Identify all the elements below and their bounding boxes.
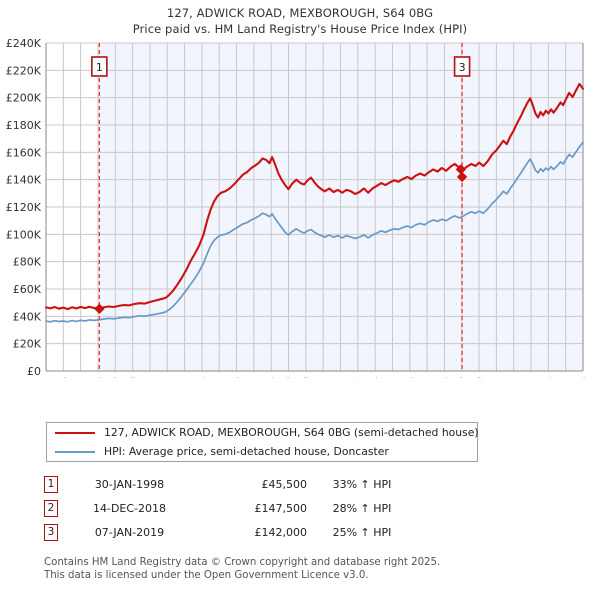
x-axis-tick-label: 2007: [248, 377, 261, 378]
event-marker-box[interactable]: [91, 56, 108, 77]
y-axis-tick-label: £220K: [6, 64, 42, 77]
price-paid-line: [44, 82, 585, 311]
event-marker-label: 1: [96, 61, 103, 74]
sale-point-marker[interactable]: [456, 171, 468, 183]
price-history-chart: £0 £20K £40K £60K £80K £100K £120K £140K £160K £1…: [0, 38, 600, 378]
row-price: £142,000: [254, 525, 308, 539]
x-axis-tick-label: 2021: [490, 377, 503, 378]
x-axis-tick-label: 2010: [300, 377, 313, 378]
y-axis-tick-label: £180K: [6, 119, 42, 132]
x-axis-tick-label: 2016: [404, 377, 417, 378]
page-subtitle: Price paid vs. HM Land Registry's House …: [132, 22, 468, 36]
y-axis-tick-label: £20K: [13, 338, 42, 351]
x-axis-tick-label: 2022: [508, 377, 521, 378]
x-axis-tick-label: 2024: [542, 377, 555, 378]
x-axis-tick-label: 2000: [127, 377, 140, 378]
x-axis-tick-label: 2025: [560, 377, 573, 378]
row-date: 30-JAN-1998: [94, 477, 165, 491]
x-axis-tick-label: 1997: [75, 377, 88, 378]
x-axis-tick-label: 2002: [161, 377, 174, 378]
legend-label-hpi: HPI: Average price, semi-detached house,…: [104, 445, 389, 458]
chart-title-block: 127, ADWICK ROAD, MEXBOROUGH, S64 0BG Pr…: [0, 0, 600, 37]
y-axis-tick-label: £60K: [13, 283, 42, 296]
legend-swatch-hpi: [55, 450, 95, 453]
row-hpi-delta: 33% ↑ HPI: [332, 477, 392, 491]
y-axis-tick-label: £0: [27, 365, 41, 378]
x-axis-tick-label: 2015: [386, 377, 399, 378]
y-axis-tick-label: £40K: [13, 310, 42, 323]
event-marker-label: 3: [459, 61, 466, 74]
event-marker-box[interactable]: [453, 56, 471, 77]
legend-item-hpi: HPI: Average price, semi-detached house,…: [47, 442, 477, 461]
x-axis-tick-label: 2013: [352, 377, 365, 378]
transactions-table: 1 30-JAN-1998 £45,500 33% ↑ HPI 2 14-DEC…: [44, 472, 474, 544]
row-hpi-delta: 25% ↑ HPI: [332, 525, 392, 539]
row-price: £45,500: [261, 477, 308, 491]
attribution-footer: Contains HM Land Registry data © Crown c…: [44, 557, 574, 582]
x-axis-tick-label: 1995: [40, 377, 53, 378]
table-row: 3 07-JAN-2019 £142,000 25% ↑ HPI: [44, 520, 474, 544]
table-row: 1 30-JAN-1998 £45,500 33% ↑ HPI: [44, 472, 474, 496]
x-axis-tick-label: 2014: [369, 377, 382, 378]
x-axis-tick-label: 2004: [196, 377, 209, 378]
y-axis-tick-label: £120K: [6, 201, 42, 214]
y-axis-tick-label: £160K: [6, 146, 42, 159]
y-axis-tick-label: £200K: [6, 92, 42, 105]
x-axis-tick-label: 2012: [334, 377, 347, 378]
legend-swatch-price: [55, 431, 95, 434]
legend-item-price: 127, ADWICK ROAD, MEXBOROUGH, S64 0BG (s…: [47, 423, 479, 442]
x-axis-tick-label: 2019: [456, 377, 469, 378]
x-axis-tick-label: 2026: [577, 377, 590, 378]
sale-point-marker[interactable]: [94, 303, 105, 315]
chart-canvas: £0 £20K £40K £60K £80K £100K £120K £140K £160K £1…: [6, 38, 590, 378]
legend-label-price: 127, ADWICK ROAD, MEXBOROUGH, S64 0BG (s…: [104, 426, 479, 439]
x-axis-tick-label: 2017: [421, 377, 434, 378]
footer-line-1: Contains HM Land Registry data © Crown c…: [44, 557, 441, 568]
row-index-badge: 2: [44, 499, 58, 517]
y-axis-tick-label: £100K: [6, 228, 42, 241]
chart-legend: 127, ADWICK ROAD, MEXBOROUGH, S64 0BG (s…: [46, 422, 479, 462]
x-axis-tick-label: 1996: [57, 377, 70, 378]
x-axis-tick-label: 2006: [231, 377, 244, 378]
x-axis-tick-label: 2018: [438, 377, 451, 378]
sale-point-marker[interactable]: [455, 164, 467, 175]
x-axis-tick-label: 2005: [213, 377, 226, 378]
x-axis-tick-label: 1999: [109, 377, 122, 378]
row-index-badge: 1: [44, 475, 58, 493]
x-axis-tick-label: 2020: [473, 377, 486, 378]
x-axis-tick-label: 1998: [92, 377, 105, 378]
footer-line-2: This data is licensed under the Open Gov…: [44, 569, 369, 581]
x-axis-tick-label: 2003: [179, 377, 192, 378]
row-date: 14-DEC-2018: [92, 501, 167, 515]
table-row: 2 14-DEC-2018 £147,500 28% ↑ HPI: [44, 496, 474, 520]
hpi-average-line: [45, 141, 584, 323]
y-axis-tick-label: £240K: [6, 38, 42, 50]
x-axis-tick-label: 2008: [265, 377, 278, 378]
x-axis-tick-label: 2001: [144, 377, 157, 378]
y-axis-tick-label: £140K: [6, 174, 42, 187]
x-axis-tick-label: 2009: [283, 377, 296, 378]
row-date: 07-JAN-2019: [94, 525, 165, 539]
x-axis-tick-label: 2023: [525, 377, 538, 378]
row-hpi-delta: 28% ↑ HPI: [332, 501, 392, 515]
row-index-badge: 3: [44, 523, 58, 541]
row-price: £147,500: [254, 501, 308, 515]
page-title: 127, ADWICK ROAD, MEXBOROUGH, S64 0BG: [166, 6, 434, 20]
x-axis-tick-label: 2011: [317, 377, 330, 378]
y-axis-tick-label: £80K: [13, 256, 42, 269]
